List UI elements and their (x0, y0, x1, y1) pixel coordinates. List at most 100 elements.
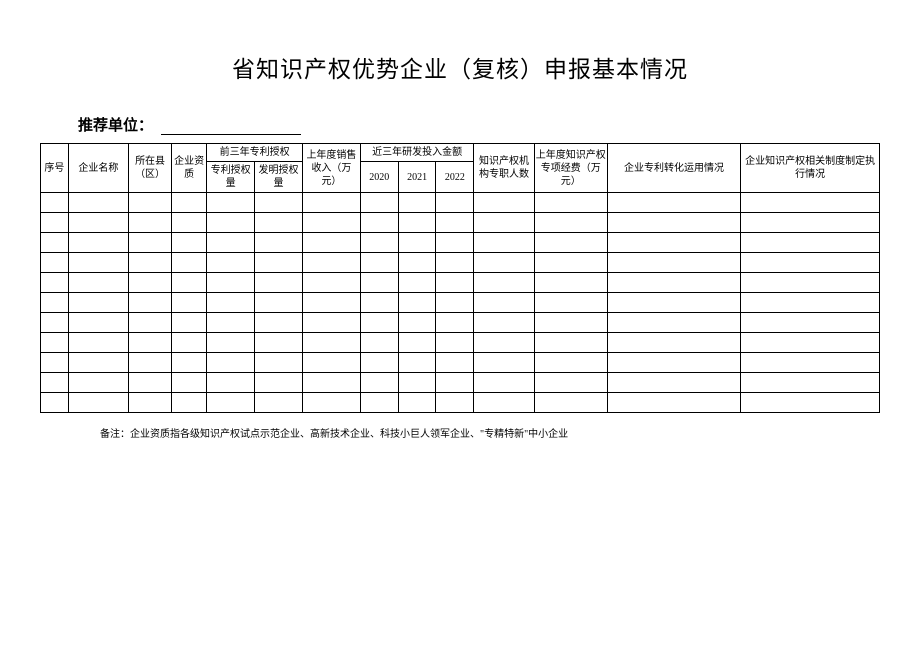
table-cell (41, 393, 69, 413)
th-sales: 上年度销售收入（万元） (302, 144, 360, 193)
table-cell (474, 293, 534, 313)
recommend-blank (161, 134, 301, 135)
table-cell (398, 393, 436, 413)
page-title: 省知识产权优势企业（复核）申报基本情况 (40, 50, 880, 84)
table-cell (436, 313, 474, 333)
table-cell (41, 273, 69, 293)
table-cell (207, 393, 255, 413)
table-cell (302, 393, 360, 413)
table-cell (534, 313, 607, 333)
table-cell (398, 253, 436, 273)
table-cell (474, 333, 534, 353)
table-cell (41, 253, 69, 273)
th-company: 企业名称 (68, 144, 128, 193)
table-cell (171, 353, 206, 373)
table-cell (255, 353, 303, 373)
table-cell (436, 353, 474, 373)
table-row (41, 253, 880, 273)
table-cell (129, 333, 172, 353)
table-cell (398, 353, 436, 373)
table-cell (302, 293, 360, 313)
table-cell (360, 353, 398, 373)
table-row (41, 373, 880, 393)
table-cell (171, 273, 206, 293)
table-cell (398, 313, 436, 333)
table-row (41, 393, 880, 413)
table-cell (436, 193, 474, 213)
table-cell (741, 293, 880, 313)
table-cell (607, 253, 741, 273)
table-cell (302, 313, 360, 333)
table-cell (255, 213, 303, 233)
th-2022: 2022 (436, 162, 474, 193)
table-cell (171, 313, 206, 333)
table-cell (741, 333, 880, 353)
table-cell (255, 253, 303, 273)
table-cell (129, 293, 172, 313)
table-cell (534, 233, 607, 253)
table-cell (398, 333, 436, 353)
table-cell (207, 253, 255, 273)
table-cell (207, 353, 255, 373)
table-cell (129, 353, 172, 373)
table-cell (302, 213, 360, 233)
table-cell (436, 233, 474, 253)
table-cell (436, 293, 474, 313)
table-cell (207, 333, 255, 353)
table-cell (360, 313, 398, 333)
table-cell (360, 293, 398, 313)
th-seq: 序号 (41, 144, 69, 193)
table-cell (129, 233, 172, 253)
table-cell (255, 233, 303, 253)
table-cell (255, 393, 303, 413)
table-cell (171, 233, 206, 253)
table-cell (255, 273, 303, 293)
table-row (41, 273, 880, 293)
table-cell (474, 233, 534, 253)
table-cell (360, 273, 398, 293)
table-cell (741, 273, 880, 293)
table-cell (534, 213, 607, 233)
table-cell (41, 313, 69, 333)
table-cell (360, 233, 398, 253)
table-cell (207, 373, 255, 393)
table-cell (302, 273, 360, 293)
table-cell (436, 253, 474, 273)
th-patent-group: 前三年专利授权 (207, 144, 303, 162)
table-cell (171, 393, 206, 413)
th-qualification: 企业资质 (171, 144, 206, 193)
table-cell (534, 193, 607, 213)
table-cell (360, 193, 398, 213)
table-cell (360, 393, 398, 413)
table-cell (360, 333, 398, 353)
table-cell (534, 333, 607, 353)
table-row (41, 233, 880, 253)
table-cell (398, 193, 436, 213)
table-cell (129, 373, 172, 393)
table-cell (607, 293, 741, 313)
table-cell (171, 333, 206, 353)
table-cell (255, 293, 303, 313)
th-rd-group: 近三年研发投入金额 (360, 144, 473, 162)
table-cell (207, 233, 255, 253)
table-cell (171, 213, 206, 233)
table-cell (607, 213, 741, 233)
table-cell (68, 253, 128, 273)
table-cell (207, 193, 255, 213)
table-cell (302, 333, 360, 353)
th-ip-fund: 上年度知识产权专项经费（万元） (534, 144, 607, 193)
table-cell (302, 253, 360, 273)
table-cell (302, 373, 360, 393)
table-cell (255, 373, 303, 393)
table-cell (302, 233, 360, 253)
table-cell (207, 313, 255, 333)
table-cell (129, 253, 172, 273)
table-cell (474, 253, 534, 273)
table-cell (68, 233, 128, 253)
application-table: 序号 企业名称 所在县（区） 企业资质 前三年专利授权 上年度销售收入（万元） … (40, 143, 880, 413)
table-cell (741, 253, 880, 273)
table-body (41, 193, 880, 413)
table-cell (129, 213, 172, 233)
th-ip-staff: 知识产权机构专职人数 (474, 144, 534, 193)
table-cell (436, 273, 474, 293)
